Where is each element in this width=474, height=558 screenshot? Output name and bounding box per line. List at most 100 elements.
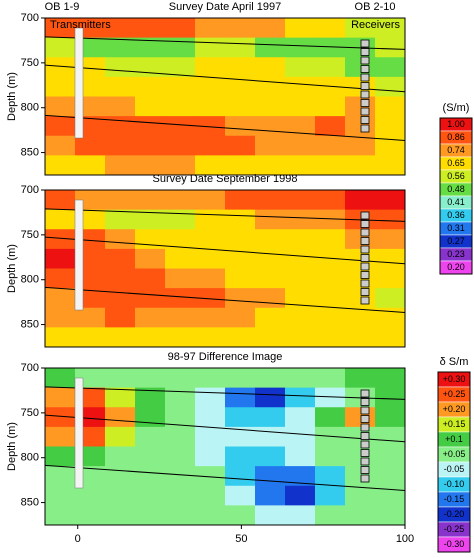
receiver: [360, 39, 370, 48]
heat-cell: [345, 57, 376, 78]
heat-cell: [315, 155, 346, 176]
receiver: [360, 228, 370, 237]
colorbar-label: -0.30: [444, 539, 465, 549]
colorbar-label: 0.36: [447, 210, 465, 220]
heat-cell: [255, 18, 286, 39]
heat-cell: [315, 229, 346, 250]
heat-cell: [315, 407, 346, 428]
heat-cell: [195, 116, 226, 137]
heat-cell: [345, 96, 376, 117]
heat-cell: [315, 248, 346, 269]
heat-cell: [345, 426, 376, 447]
heat-cell: [195, 407, 226, 428]
frame: [44, 17, 406, 176]
heat-cell: [255, 368, 286, 389]
y-tick-label: 850: [21, 318, 39, 330]
y-tick-label: 700: [21, 184, 39, 196]
heat-cell: [45, 505, 76, 526]
heat-cell: [75, 155, 106, 176]
heat-cell: [45, 18, 76, 39]
heat-cell: [285, 76, 316, 97]
heat-cell: [165, 307, 196, 328]
heat-cell: [45, 135, 76, 156]
colorbar-title: δ S/m: [440, 356, 469, 368]
heat-cell: [255, 387, 286, 408]
heat-cell: [45, 190, 76, 211]
heat-cell: [315, 466, 346, 487]
heat-cell: [315, 76, 346, 97]
heat-cell: [225, 327, 256, 348]
heat-cell: [375, 76, 406, 97]
colorbar-frame: [439, 117, 473, 275]
heat-cell: [345, 288, 376, 309]
heat-cell: [165, 18, 196, 39]
heat-cell: [165, 387, 196, 408]
heat-cell: [315, 135, 346, 156]
heat-cell: [285, 135, 316, 156]
heat-cell: [195, 209, 226, 230]
colorbar-label: 0.31: [447, 223, 465, 233]
heat-cell: [375, 248, 406, 269]
annotation: Receivers: [351, 19, 400, 31]
heat-cell: [225, 288, 256, 309]
receiver: [360, 124, 370, 133]
heat-cell: [255, 37, 286, 58]
receiver: [360, 211, 370, 220]
heat-cell: [105, 446, 136, 467]
y-tick-label: 700: [21, 362, 39, 374]
heat-cell: [315, 446, 346, 467]
heat-cell: [105, 76, 136, 97]
heat-cell: [315, 426, 346, 447]
heat-cell: [105, 288, 136, 309]
heat-cell: [255, 466, 286, 487]
heat-cell: [345, 229, 376, 250]
heat-cell: [225, 446, 256, 467]
heat-cell: [195, 485, 226, 506]
heat-cell: [285, 505, 316, 526]
colorbar-label: 0.65: [447, 158, 465, 168]
receiver: [360, 432, 370, 440]
heat-cell: [225, 135, 256, 156]
heat-cell: [195, 155, 226, 176]
heat-cell: [315, 368, 346, 389]
y-tick-label: 700: [21, 12, 39, 24]
heat-cell: [45, 288, 76, 309]
heat-cell: [135, 485, 166, 506]
heat-cell: [345, 135, 376, 156]
panel-title: Survey Date September 1998: [153, 173, 298, 185]
heat-cell: [225, 57, 256, 78]
colorbar: δ S/m +0.30 +0.25 +0.20 +0.15 +0.1 +0.05 -0.05 -…: [437, 356, 471, 553]
receiver: [360, 271, 370, 279]
frame: [44, 367, 406, 526]
colorbar-label: -0.10: [444, 479, 465, 489]
heat-cell: [105, 327, 136, 348]
colorbar-label: -0.25: [444, 524, 465, 534]
colorbar-frame: [437, 371, 471, 553]
heat-cell: [165, 190, 196, 211]
heat-cell: [255, 96, 286, 117]
heat-cell: [45, 268, 76, 289]
heat-cell: [105, 116, 136, 137]
receiver: [360, 457, 370, 466]
heat-cell: [165, 135, 196, 156]
heat-cell: [285, 248, 316, 269]
heat-cell: [135, 387, 166, 408]
heat-cell: [195, 57, 226, 78]
heat-cell: [195, 505, 226, 526]
receiver: [360, 116, 370, 124]
heat-cell: [165, 229, 196, 250]
heat-cell: [285, 446, 316, 467]
y-tick-label: 850: [21, 146, 39, 158]
receiver: [360, 288, 370, 296]
receiver: [360, 48, 370, 56]
heat-cell: [375, 387, 406, 408]
receiver: [360, 237, 370, 245]
receiver: [360, 296, 370, 305]
y-tick-label: 800: [21, 452, 39, 464]
heat-cell: [345, 248, 376, 269]
heat-cell: [105, 387, 136, 408]
heat-cell: [45, 209, 76, 230]
heat-cell: [375, 426, 406, 447]
layer-boundary: [44, 386, 406, 400]
receiver: [360, 423, 370, 432]
